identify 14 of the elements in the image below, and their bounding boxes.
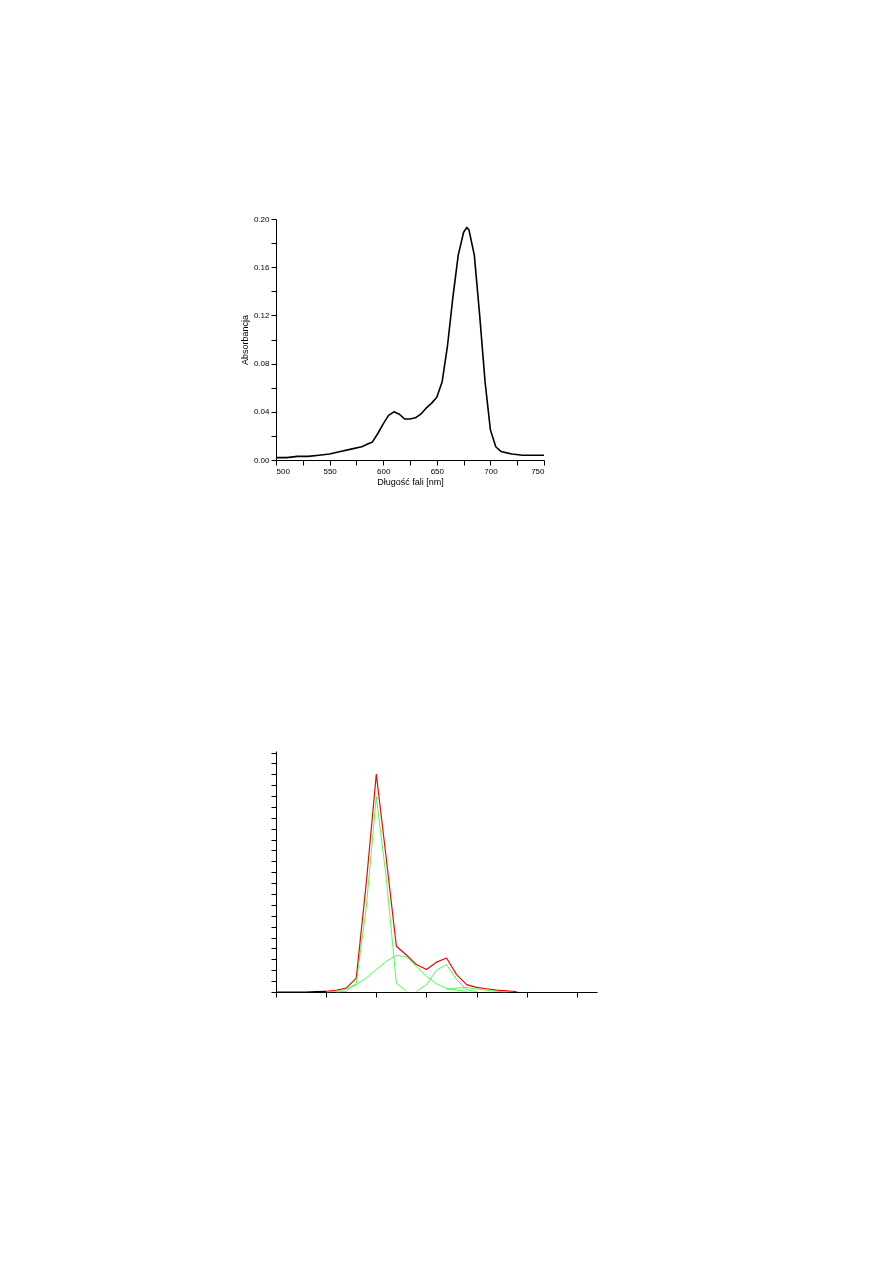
y-tick-label: 0.20: [253, 214, 271, 224]
y-tick-label: 0.04: [253, 407, 271, 417]
x-axis-title: Długość fali [nm]: [377, 476, 444, 487]
x-tick-label: 750: [531, 466, 546, 476]
x-tick-label: 700: [484, 466, 499, 476]
x-tick-label: 500: [276, 466, 291, 476]
x-tick-label: 650: [430, 466, 445, 476]
y-tick-label: 0.08: [253, 359, 271, 369]
x-tick-label: 550: [323, 466, 338, 476]
x-tick-label: 600: [377, 466, 391, 476]
y-tick-label: 0.00: [253, 455, 271, 465]
y-axis-title: Absorbancja: [239, 314, 250, 366]
y-tick-label: 0.16: [253, 262, 271, 272]
y-tick-label: 0.12: [253, 310, 271, 320]
